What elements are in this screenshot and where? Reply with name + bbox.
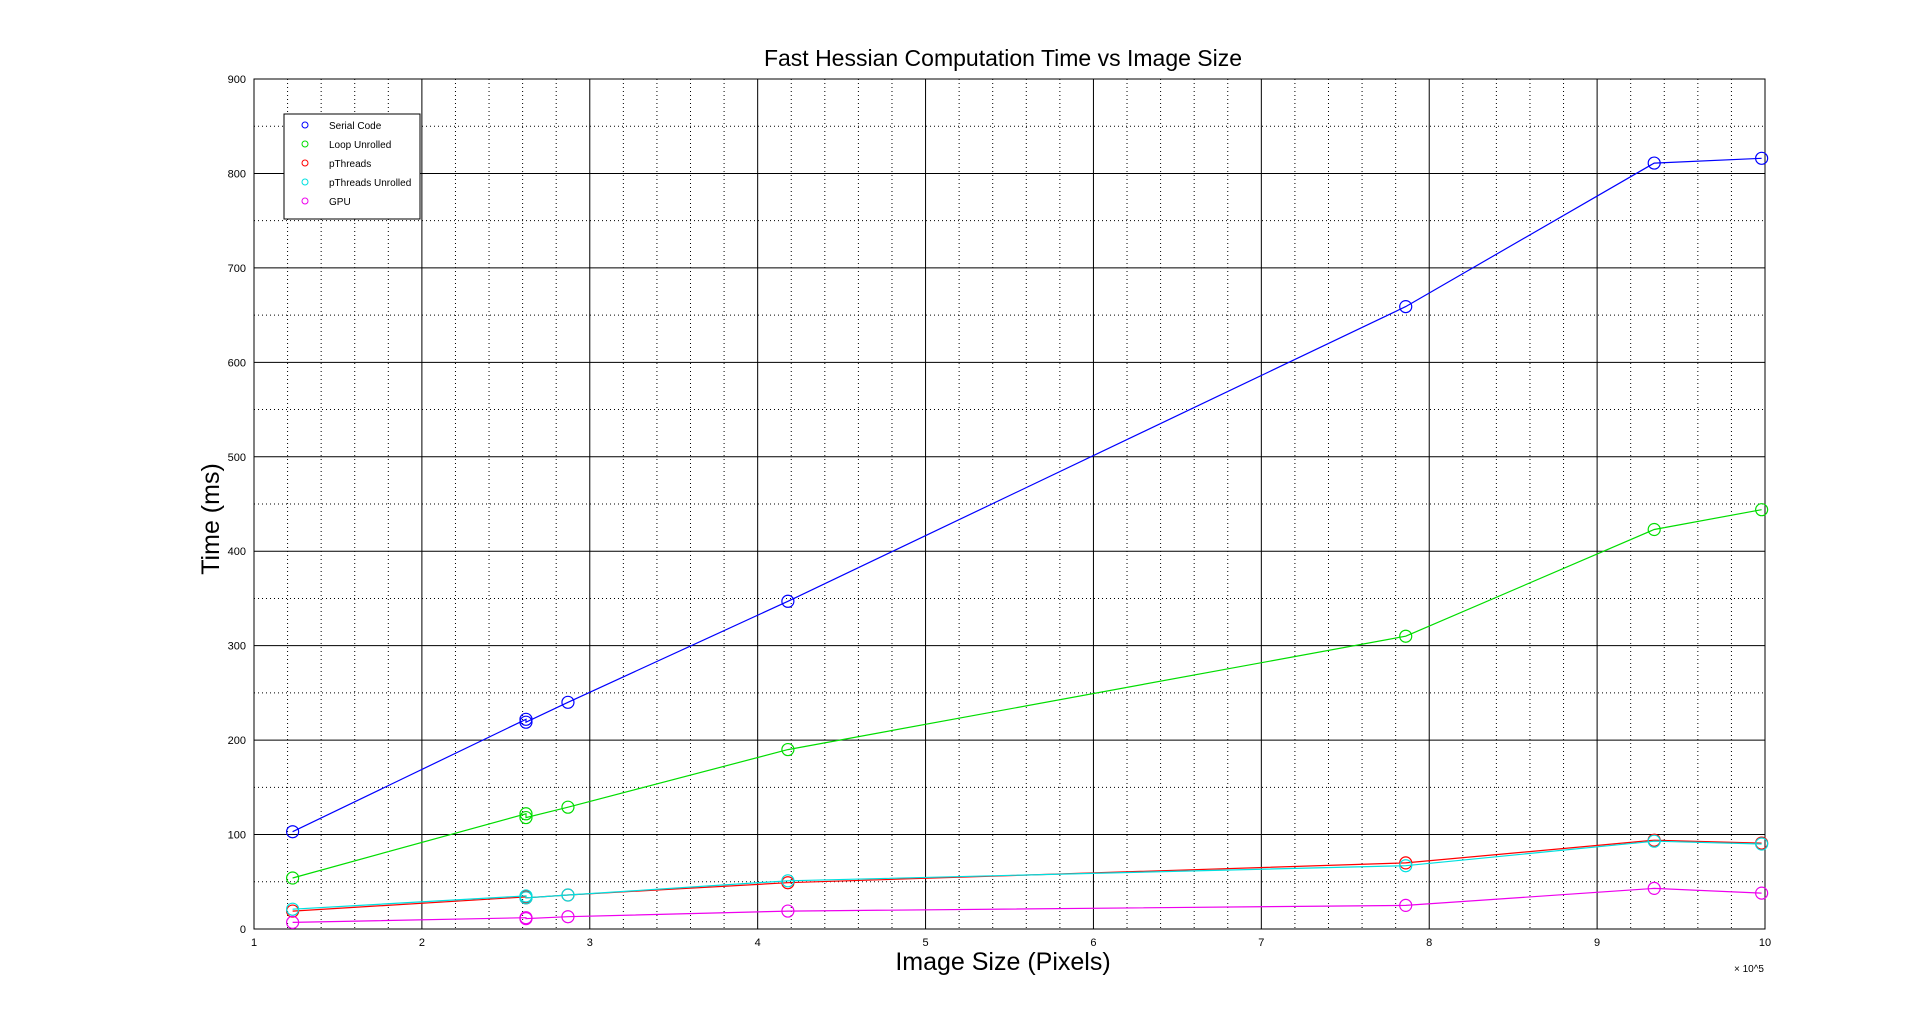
legend-label: pThreads — [329, 159, 371, 170]
x-axis-title: Image Size (Pixels) — [895, 948, 1110, 976]
data-point-loop-unrolled — [519, 807, 533, 821]
data-point-pthreads-unrolled — [519, 891, 533, 905]
data-point-serial-code — [1647, 156, 1661, 170]
grid-lines — [254, 79, 1765, 929]
data-point-serial-code — [561, 695, 575, 709]
legend-label: GPU — [329, 197, 351, 208]
x-tick-label: 9 — [1594, 937, 1600, 949]
data-point-serial-code — [781, 594, 795, 608]
data-point-gpu — [781, 904, 795, 918]
data-point-gpu — [286, 915, 300, 929]
data-point-gpu — [561, 910, 575, 924]
series-line-gpu — [292, 887, 1762, 923]
x-tick-label: 6 — [1090, 937, 1096, 949]
data-point-gpu — [1755, 886, 1769, 900]
data-point-pthreads-unrolled — [561, 888, 575, 902]
series-line-pthreads — [292, 839, 1762, 912]
x-tick-label: 10 — [1759, 937, 1771, 949]
x-tick-label: 2 — [419, 937, 425, 949]
data-point-pthreads-unrolled — [781, 874, 795, 888]
y-tick-label: 600 — [228, 357, 246, 369]
x-axis-exponent: × 10^5 — [1734, 964, 1764, 975]
series-line-loop-unrolled — [292, 509, 1762, 879]
y-tick-label: 300 — [228, 641, 246, 653]
series-line-pthreads-unrolled — [292, 840, 1762, 910]
y-tick-label: 0 — [240, 924, 246, 936]
legend-label: pThreads Unrolled — [329, 178, 411, 189]
data-point-loop-unrolled — [286, 871, 300, 885]
data-point-serial-code — [286, 825, 300, 839]
data-point-loop-unrolled — [519, 810, 533, 825]
y-tick-label: 100 — [228, 830, 246, 842]
x-tick-label: 8 — [1426, 937, 1432, 949]
x-tick-label: 4 — [755, 937, 761, 949]
data-point-pthreads-unrolled — [1755, 837, 1769, 851]
legend: Serial Code Loop Unrolled pThreads pThreads… — [283, 113, 421, 220]
data-point-loop-unrolled — [781, 742, 795, 757]
data-point-pthreads — [1399, 856, 1413, 870]
x-tick-label: 7 — [1258, 937, 1264, 949]
data-point-loop-unrolled — [561, 800, 575, 814]
legend-marker — [301, 178, 309, 186]
x-tick-label: 5 — [922, 937, 928, 949]
x-tick-label: 1 — [251, 937, 257, 949]
data-point-loop-unrolled — [1755, 503, 1769, 517]
y-tick-label: 800 — [228, 168, 246, 180]
data-point-serial-code — [1399, 300, 1413, 314]
legend-marker — [301, 121, 309, 129]
data-point-serial-code — [519, 715, 533, 729]
data-point-gpu — [519, 912, 533, 926]
data-point-pthreads-unrolled — [286, 902, 300, 916]
x-tick-label: 3 — [587, 937, 593, 949]
legend-box — [283, 113, 421, 220]
data-point-pthreads-unrolled — [1399, 859, 1413, 873]
data-point-serial-code — [1755, 151, 1769, 165]
data-point-serial-code — [519, 712, 533, 726]
data-point-gpu — [1647, 881, 1661, 895]
legend-marker — [301, 197, 309, 205]
data-point-gpu — [1399, 898, 1413, 912]
data-point-loop-unrolled — [1647, 522, 1661, 537]
y-tick-label: 400 — [228, 546, 246, 558]
data-point-pthreads-unrolled — [1647, 834, 1661, 848]
y-tick-label: 900 — [228, 74, 246, 86]
legend-marker — [301, 140, 309, 148]
data-point-loop-unrolled — [1399, 629, 1413, 643]
y-axis-title: Time (ms) — [197, 463, 225, 575]
y-tick-label: 200 — [228, 735, 246, 747]
series-line-serial-code — [292, 157, 1762, 833]
chart-title: Fast Hessian Computation Time vs Image S… — [764, 45, 1242, 71]
y-tick-label: 700 — [228, 263, 246, 275]
legend-marker — [301, 159, 309, 167]
legend-label: Serial Code — [329, 121, 382, 132]
y-tick-label: 500 — [228, 452, 246, 464]
legend-label: Loop Unrolled — [329, 140, 391, 151]
data-series — [286, 151, 1769, 929]
